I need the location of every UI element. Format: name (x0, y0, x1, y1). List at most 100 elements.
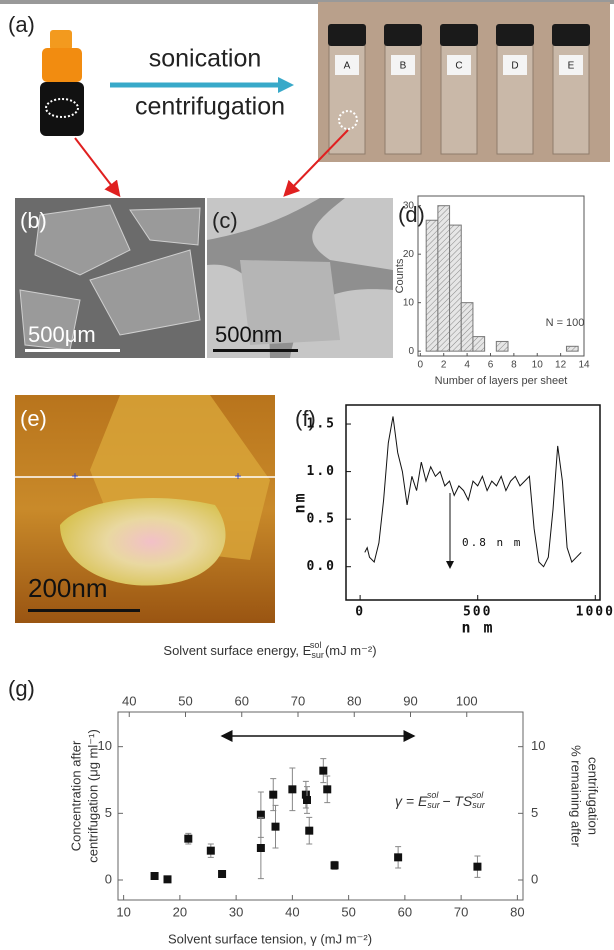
y-tick-label: 0 (408, 346, 414, 357)
x2-axis-label: Solvent surface energy, Esursol (mJ m⁻²) (163, 640, 376, 660)
panel-label: (e) (20, 406, 47, 431)
y-axis-label: centrifugation (μg ml⁻¹) (85, 729, 100, 863)
x-tick-label: 60 (398, 904, 412, 919)
vial-label: C (455, 61, 462, 72)
arrow-text: sonication (149, 45, 262, 73)
figure: (a) sonication centrifugation ABCDE (b) … (0, 0, 614, 950)
scale-text: 500μm (28, 322, 96, 347)
y-tick-label: 1.0 (307, 464, 336, 479)
eq-sup: sol (472, 790, 485, 800)
eq-part: γ = E (395, 793, 428, 809)
x-tick-label: 12 (555, 360, 567, 371)
panel-label: (b) (20, 208, 47, 233)
x-tick-label: 20 (173, 904, 187, 919)
data-point (151, 872, 159, 880)
label-part: (mJ m⁻²) (321, 643, 376, 658)
x-tick-label: 40 (285, 904, 299, 919)
y-tick-label: 10 (403, 297, 415, 308)
y2-axis-label: centrifugation (586, 757, 601, 835)
data-point (473, 863, 481, 871)
bar (496, 341, 508, 351)
vial-label: B (400, 61, 407, 72)
marker: + (234, 469, 241, 483)
x-tick-label: 10 (532, 360, 544, 371)
x-tick-label: 0 (355, 605, 365, 620)
scale-bar (213, 349, 298, 352)
y2-tick-label: 5 (531, 805, 538, 820)
data-point (394, 853, 402, 861)
y2-tick-label: 10 (531, 738, 545, 753)
data-point (331, 861, 339, 869)
plot-frame (346, 405, 600, 600)
x-tick-label: 10 (116, 904, 130, 919)
y2-tick-label: 0 (531, 871, 538, 886)
label-part: Solvent surface energy, E (163, 643, 311, 658)
x-tick-label: 70 (454, 904, 468, 919)
y-tick-label: 20 (403, 249, 415, 260)
data-point (305, 827, 313, 835)
x2-tick-label: 60 (235, 693, 249, 708)
data-point (269, 791, 277, 799)
vial-label: D (511, 61, 518, 72)
x2-tick-label: 100 (456, 693, 478, 708)
bar (426, 220, 438, 351)
data-point (288, 785, 296, 793)
annotation: 0.8 n m (462, 536, 522, 549)
x2-tick-label: 90 (403, 693, 417, 708)
vial-cap (440, 24, 478, 46)
bar (473, 337, 485, 352)
scale-text: 200nm (28, 573, 108, 603)
scale-bar (28, 609, 140, 612)
bar (450, 225, 462, 351)
x-tick-label: 6 (488, 360, 494, 371)
equation: γ = Esursol − TSsursol (395, 790, 486, 810)
x-axis-label: Solvent surface tension, γ (mJ m⁻²) (168, 931, 372, 946)
bar (461, 303, 473, 351)
x-axis-label: n m (461, 619, 494, 637)
arrow-text: centrifugation (135, 93, 285, 121)
x-tick-label: 80 (510, 904, 524, 919)
y-tick-label: 0.0 (307, 559, 336, 574)
x-axis-label: Number of layers per sheet (435, 375, 568, 387)
y-tick-label: 1.5 (307, 417, 336, 432)
vial-label: A (344, 61, 351, 72)
y-tick-label: 5 (105, 805, 112, 820)
panel-label: (c) (212, 208, 238, 233)
x-tick-label: 1000 (576, 605, 614, 620)
vial-cap (552, 24, 590, 46)
bottle-top (42, 48, 82, 82)
bar (566, 346, 578, 351)
x-tick-label: 2 (441, 360, 447, 371)
eq-part: − TS (438, 793, 473, 809)
eq-sub: sur (472, 800, 486, 810)
x-tick-label: 50 (341, 904, 355, 919)
vial-cap (384, 24, 422, 46)
x-tick-label: 0 (418, 360, 424, 371)
y-axis-label: Concentration after (68, 740, 83, 851)
data-point (184, 835, 192, 843)
y-axis-label: nm (291, 491, 309, 513)
vial-label: E (568, 61, 575, 72)
x-tick-label: 8 (511, 360, 517, 371)
data-point (164, 875, 172, 883)
x-tick-label: 30 (229, 904, 243, 919)
y-tick-label: 30 (403, 200, 415, 211)
scale-text: 500nm (215, 322, 282, 347)
data-point (218, 870, 226, 878)
data-point (319, 767, 327, 775)
panel-label: (g) (8, 676, 35, 701)
data-point (207, 847, 215, 855)
data-point (257, 844, 265, 852)
y2-axis-label: % remaining after (569, 745, 584, 848)
bar (438, 206, 450, 351)
x2-tick-label: 70 (291, 693, 305, 708)
bottle-cap (50, 30, 72, 50)
arrow-head (278, 77, 294, 93)
label-sup: sol (310, 640, 322, 650)
x-tick-label: 500 (463, 605, 492, 620)
data-point (323, 785, 331, 793)
x2-tick-label: 40 (122, 693, 136, 708)
y-tick-label: 0.5 (307, 512, 336, 527)
x-tick-label: 4 (464, 360, 470, 371)
x2-tick-label: 80 (347, 693, 361, 708)
